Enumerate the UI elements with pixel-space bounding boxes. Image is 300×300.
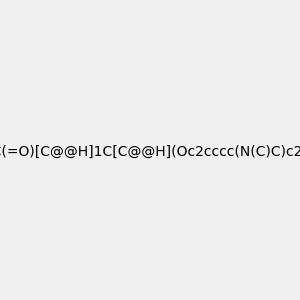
Text: COC(=O)[C@@H]1C[C@@H](Oc2cccc(N(C)C)c2)CN1: COC(=O)[C@@H]1C[C@@H](Oc2cccc(N(C)C)c2)C…: [0, 145, 300, 158]
